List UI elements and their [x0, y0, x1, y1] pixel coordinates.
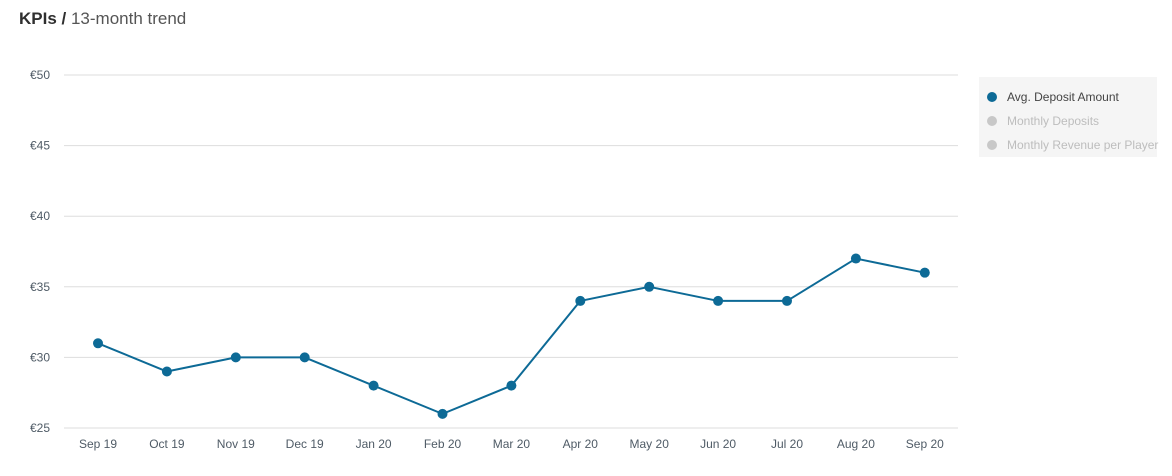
- data-point[interactable]: [575, 295, 586, 306]
- data-point[interactable]: [782, 295, 792, 306]
- x-tick-label: Nov 19: [217, 437, 255, 451]
- y-tick-label: €50: [30, 68, 50, 82]
- x-axis-tick-labels: Sep 19 Oct 19 Nov 19 Dec 19 Jan 20 Feb 20 Mar …: [79, 437, 944, 451]
- legend-label: Monthly Deposits: [1007, 114, 1100, 128]
- title-main: KPIs: [19, 9, 57, 28]
- legend-marker-icon: [987, 140, 997, 150]
- x-tick-label: Apr 20: [563, 437, 599, 451]
- x-tick-label: Aug 20: [837, 437, 875, 451]
- data-point[interactable]: [919, 267, 930, 278]
- line-chart: €25 €30 €35 €40 €45 €50 Sep 19 Oct 19 Nov 19 Dec…: [30, 68, 958, 451]
- x-tick-label: Jul 20: [771, 437, 803, 451]
- y-axis-tick-labels: €25 €30 €35 €40 €45 €50: [30, 68, 50, 435]
- x-tick-label: Feb 20: [424, 437, 462, 451]
- x-tick-label: Dec 19: [286, 437, 324, 451]
- x-tick-label: Jun 20: [700, 437, 736, 451]
- data-point[interactable]: [437, 408, 448, 419]
- x-tick-label: May 20: [630, 437, 670, 451]
- y-tick-label: €40: [30, 209, 50, 223]
- x-tick-label: Oct 19: [149, 437, 185, 451]
- page-title: KPIs / 13-month trend: [19, 9, 186, 29]
- data-point[interactable]: [850, 253, 861, 264]
- data-point[interactable]: [644, 281, 655, 292]
- legend-label: Monthly Revenue per Player: [1007, 138, 1159, 152]
- x-tick-label: Sep 19: [79, 437, 117, 451]
- x-tick-label: Sep 20: [906, 437, 944, 451]
- y-tick-label: €30: [30, 350, 50, 364]
- legend-marker-icon: [987, 92, 997, 102]
- data-point[interactable]: [299, 352, 310, 363]
- y-tick-label: €35: [30, 280, 50, 294]
- legend-marker-icon: [987, 116, 997, 126]
- grid-lines: [64, 74, 958, 429]
- data-point[interactable]: [506, 380, 517, 391]
- data-point[interactable]: [713, 295, 724, 306]
- legend-item[interactable]: Avg. Deposit Amount: [979, 85, 1157, 109]
- title-subtitle: 13-month trend: [70, 9, 187, 28]
- title-separator: /: [56, 9, 71, 28]
- chart-legend: Avg. Deposit Amount Monthly Deposits Month…: [979, 77, 1159, 157]
- data-point[interactable]: [161, 366, 172, 377]
- x-tick-label: Jan 20: [356, 437, 392, 451]
- x-tick-label: Mar 20: [493, 437, 531, 451]
- data-point[interactable]: [93, 338, 103, 349]
- legend-item[interactable]: Monthly Deposits: [979, 109, 1157, 133]
- series-layer: [93, 253, 930, 419]
- y-tick-label: €45: [30, 139, 50, 153]
- legend-label: Avg. Deposit Amount: [1007, 90, 1119, 104]
- legend-item[interactable]: Monthly Revenue per Player: [979, 133, 1159, 157]
- data-point[interactable]: [230, 352, 241, 363]
- data-point[interactable]: [368, 380, 379, 391]
- y-tick-label: €25: [30, 421, 50, 435]
